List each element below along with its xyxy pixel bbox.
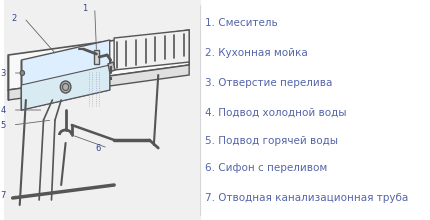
Polygon shape: [22, 68, 110, 110]
Polygon shape: [94, 50, 99, 64]
Polygon shape: [108, 62, 115, 72]
Text: 6: 6: [95, 143, 101, 152]
Polygon shape: [8, 65, 189, 100]
Circle shape: [20, 70, 25, 75]
Polygon shape: [22, 40, 110, 88]
Text: 4: 4: [0, 106, 6, 114]
Text: 6. Сифон с переливом: 6. Сифон с переливом: [205, 163, 327, 173]
Text: 4. Подвод холодной воды: 4. Подвод холодной воды: [205, 108, 347, 118]
Text: 5. Подвод горячей воды: 5. Подвод горячей воды: [205, 136, 338, 146]
Text: 7: 7: [0, 191, 6, 200]
Text: 3. Отверстие перелива: 3. Отверстие перелива: [205, 78, 332, 88]
Text: 1. Смеситель: 1. Смеситель: [205, 18, 278, 28]
Circle shape: [60, 81, 71, 93]
Text: 2: 2: [12, 13, 17, 22]
Text: 7. Отводная канализационная труба: 7. Отводная канализационная труба: [205, 193, 408, 203]
Polygon shape: [4, 0, 200, 220]
Text: 5: 5: [0, 121, 6, 130]
Text: 1: 1: [83, 4, 88, 13]
Text: 2. Кухонная мойка: 2. Кухонная мойка: [205, 48, 308, 58]
Polygon shape: [22, 65, 110, 110]
Polygon shape: [8, 30, 189, 90]
Text: 3: 3: [0, 68, 6, 77]
Polygon shape: [114, 30, 189, 70]
